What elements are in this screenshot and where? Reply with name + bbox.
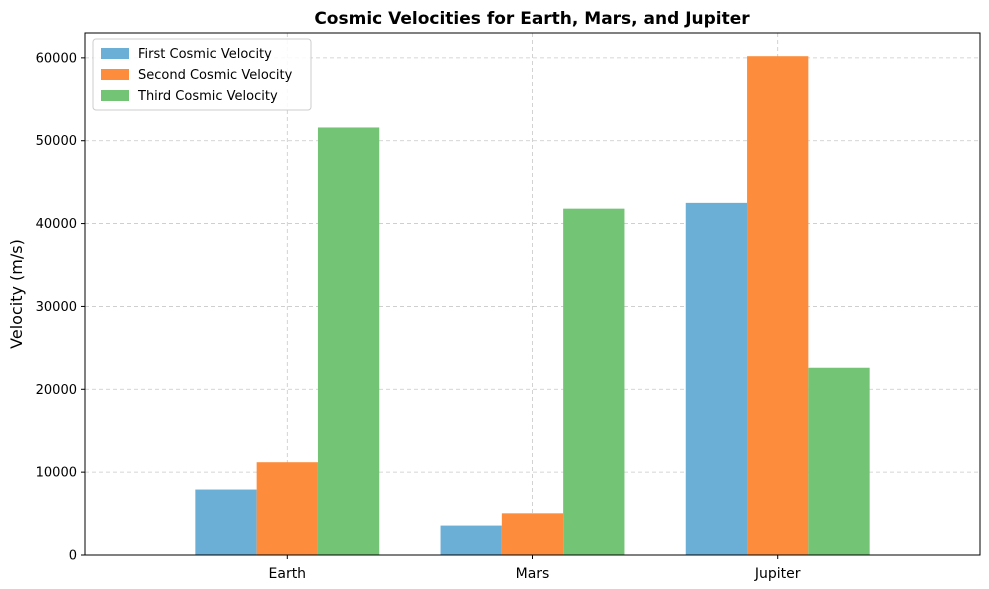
chart-title: Cosmic Velocities for Earth, Mars, and J…	[314, 9, 750, 29]
legend-label: Third Cosmic Velocity	[137, 89, 278, 104]
y-tick-label: 40000	[36, 217, 77, 232]
legend-swatch	[101, 69, 129, 80]
bar	[256, 462, 318, 555]
legend-swatch	[101, 48, 129, 59]
y-tick-label: 20000	[36, 383, 77, 398]
y-tick-label: 60000	[36, 51, 77, 66]
y-tick-label: 30000	[36, 300, 77, 315]
y-tick-label: 50000	[36, 134, 77, 149]
y-tick-label: 10000	[36, 466, 77, 481]
y-tick-label: 0	[69, 549, 77, 564]
bar	[747, 56, 809, 555]
legend: First Cosmic Velocity Second Cosmic Veloc…	[92, 38, 312, 111]
bar	[685, 202, 748, 555]
bars-layer	[195, 56, 870, 555]
bar	[195, 489, 257, 555]
bar	[501, 513, 564, 555]
axes-layer: 0 10000 20000 30000 40000 50000 60000 Earth Mars…	[36, 32, 981, 582]
x-tick-label: Jupiter	[754, 566, 801, 582]
x-tick-label: Mars	[516, 566, 550, 582]
legend-label: First Cosmic Velocity	[138, 47, 272, 62]
x-tick-label: Earth	[269, 566, 307, 582]
legend-label: Second Cosmic Velocity	[138, 68, 293, 83]
bar	[808, 367, 870, 555]
legend-box	[92, 38, 312, 111]
legend-swatch	[101, 90, 129, 101]
bar	[317, 127, 380, 555]
y-axis-label: Velocity (m/s)	[7, 239, 26, 349]
bar	[563, 208, 625, 555]
bar	[440, 525, 502, 555]
